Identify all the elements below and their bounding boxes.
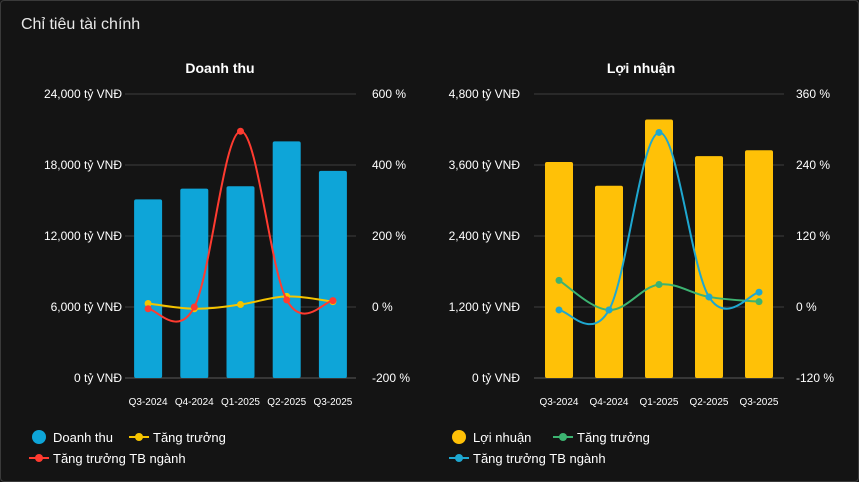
legend-label: Tăng trưởng TB ngành: [53, 451, 186, 466]
series-point: [605, 306, 613, 314]
y-right-tick-label: 400 %: [372, 158, 406, 172]
series-point: [755, 288, 763, 296]
x-tick-label: Q4-2024: [590, 397, 629, 408]
series-point: [144, 305, 152, 313]
y-right-tick-label: 0 %: [796, 300, 817, 314]
y-right-tick-label: -120 %: [796, 371, 834, 385]
x-tick-label: Q2-2025: [267, 397, 306, 408]
revenue-chart: Doanh thu 0 tỷ VNĐ 6,000 tỷ VNĐ 12,000 tỷ V…: [29, 60, 410, 466]
y-right-tick-label: 240 %: [796, 158, 830, 172]
x-tick-label: Q1-2025: [221, 397, 260, 408]
legend-label: Doanh thu: [53, 430, 113, 445]
legend-swatch: [135, 433, 143, 441]
y-left-tick-label: 12,000 tỷ VNĐ: [44, 229, 122, 243]
series-point: [237, 127, 244, 135]
legend-label: Lợi nhuận: [473, 430, 531, 445]
y-left-tick-label: 3,600 tỷ VNĐ: [449, 158, 521, 172]
y-left-tick-label: 1,200 tỷ VNĐ: [449, 300, 521, 314]
y-left-tick-label: 4,800 tỷ VNĐ: [449, 87, 521, 101]
bar: [134, 199, 163, 378]
y-left-tick-label: 0 tỷ VNĐ: [74, 371, 122, 385]
chart-title: Lợi nhuận: [607, 60, 675, 76]
series-point: [705, 293, 713, 301]
bar: [226, 186, 255, 378]
y-right-tick-label: 600 %: [372, 87, 406, 101]
x-tick-label: Q3-2024: [540, 397, 579, 408]
series-point: [755, 298, 763, 306]
y-right-tick-label: 0 %: [372, 300, 393, 314]
x-tick-label: Q4-2024: [175, 397, 214, 408]
x-tick-label: Q3-2025: [313, 397, 352, 408]
x-tick-label: Q2-2025: [690, 397, 729, 408]
y-left-tick-label: 18,000 tỷ VNĐ: [44, 158, 122, 172]
page-title: Chỉ tiêu tài chính: [21, 16, 141, 33]
legend-swatch: [455, 454, 463, 462]
series-point: [329, 297, 337, 305]
chart-title: Doanh thu: [185, 60, 254, 76]
legend-label: Tăng trưởng: [577, 430, 650, 445]
legend-swatch: [452, 430, 466, 444]
bar: [545, 162, 573, 378]
legend-label: Tăng trưởng TB ngành: [473, 451, 606, 466]
y-right-tick-label: 360 %: [796, 87, 830, 101]
y-left-tick-label: 2,400 tỷ VNĐ: [449, 229, 521, 243]
x-tick-label: Q3-2025: [740, 397, 779, 408]
bar: [272, 141, 301, 378]
bar: [595, 185, 623, 378]
series-point: [237, 301, 244, 309]
x-tick-label: Q3-2024: [129, 397, 168, 408]
series-point: [283, 296, 291, 304]
x-tick-label: Q1-2025: [640, 397, 679, 408]
legend-swatch: [35, 454, 43, 462]
bar: [745, 150, 773, 378]
bar: [318, 170, 347, 378]
series-point: [144, 299, 152, 307]
bar: [180, 188, 209, 378]
series-point: [655, 128, 663, 136]
bar: [645, 119, 673, 379]
legend-label: Tăng trưởng: [153, 430, 226, 445]
y-left-tick-label: 24,000 tỷ VNĐ: [44, 87, 122, 101]
series-point: [655, 281, 663, 289]
y-left-tick-label: 6,000 tỷ VNĐ: [51, 300, 123, 314]
y-right-tick-label: 120 %: [796, 229, 830, 243]
series-point: [555, 276, 563, 284]
bar: [695, 156, 723, 378]
series-point: [190, 303, 198, 311]
legend-swatch: [559, 433, 567, 441]
legend-swatch: [32, 430, 46, 444]
series-point: [555, 306, 563, 314]
y-right-tick-label: 200 %: [372, 229, 406, 243]
y-right-tick-label: -200 %: [372, 371, 410, 385]
y-left-tick-label: 0 tỷ VNĐ: [472, 371, 520, 385]
